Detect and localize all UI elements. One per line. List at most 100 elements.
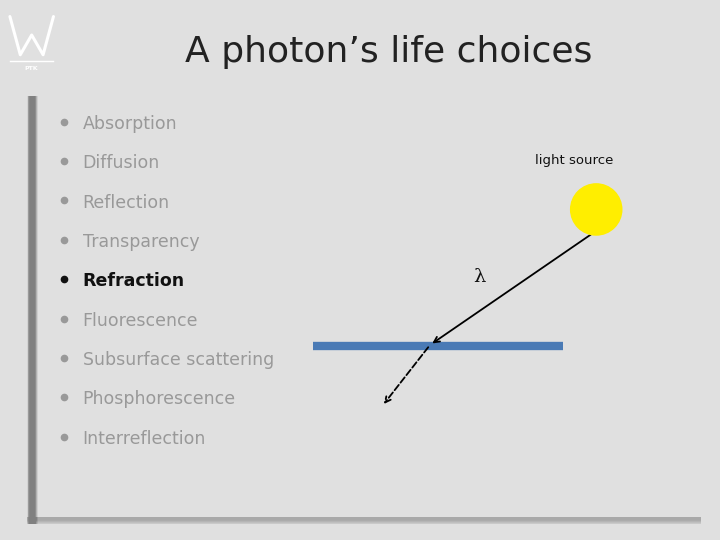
- Bar: [27, 518, 701, 521]
- Bar: [27, 518, 701, 522]
- Bar: [27, 517, 701, 521]
- Bar: [31, 96, 37, 524]
- Bar: [27, 517, 701, 521]
- Bar: [30, 96, 35, 524]
- Bar: [27, 517, 701, 521]
- Bar: [27, 520, 701, 524]
- Bar: [27, 96, 33, 524]
- Bar: [27, 519, 701, 523]
- Bar: [27, 520, 701, 524]
- Bar: [30, 96, 36, 524]
- Bar: [27, 520, 701, 524]
- Bar: [31, 96, 37, 524]
- Bar: [30, 96, 35, 524]
- Bar: [27, 520, 701, 524]
- Bar: [31, 96, 37, 524]
- Bar: [30, 96, 35, 524]
- Bar: [27, 517, 701, 521]
- Bar: [27, 518, 701, 522]
- Bar: [28, 96, 34, 524]
- Bar: [27, 518, 701, 522]
- Bar: [27, 517, 701, 521]
- Bar: [30, 96, 35, 524]
- Bar: [27, 519, 701, 523]
- Bar: [27, 518, 701, 522]
- Bar: [29, 96, 35, 524]
- Bar: [27, 519, 701, 523]
- Bar: [32, 96, 38, 524]
- Bar: [29, 96, 35, 524]
- Bar: [27, 518, 701, 522]
- Bar: [30, 96, 36, 524]
- Bar: [27, 519, 701, 523]
- Bar: [27, 520, 701, 523]
- Bar: [29, 96, 35, 524]
- Bar: [32, 96, 37, 524]
- Bar: [33, 96, 39, 524]
- Bar: [27, 517, 701, 521]
- Bar: [27, 517, 701, 521]
- Bar: [30, 96, 35, 524]
- Bar: [27, 519, 701, 523]
- Bar: [32, 96, 37, 524]
- Bar: [30, 96, 36, 524]
- Bar: [30, 96, 35, 524]
- Bar: [29, 96, 35, 524]
- Bar: [27, 519, 701, 523]
- Bar: [30, 96, 36, 524]
- Bar: [28, 96, 34, 524]
- Bar: [32, 96, 38, 524]
- Bar: [27, 518, 701, 522]
- Bar: [27, 518, 701, 521]
- Bar: [28, 96, 34, 524]
- Bar: [29, 96, 34, 524]
- Bar: [28, 96, 34, 524]
- Bar: [27, 519, 701, 523]
- Bar: [31, 96, 37, 524]
- Bar: [30, 96, 35, 524]
- Bar: [27, 518, 701, 522]
- Bar: [27, 517, 701, 521]
- Bar: [28, 96, 34, 524]
- Bar: [27, 517, 701, 521]
- Bar: [27, 519, 701, 523]
- Text: A photon’s life choices: A photon’s life choices: [185, 35, 593, 69]
- Bar: [30, 96, 36, 524]
- Bar: [27, 519, 701, 523]
- Bar: [30, 96, 36, 524]
- Text: Fluorescence: Fluorescence: [83, 312, 198, 329]
- Bar: [31, 96, 36, 524]
- Bar: [27, 517, 701, 521]
- Bar: [31, 96, 37, 524]
- Bar: [28, 96, 34, 524]
- Bar: [27, 519, 701, 523]
- Bar: [27, 519, 701, 523]
- Bar: [27, 517, 701, 521]
- Bar: [27, 517, 701, 520]
- Bar: [27, 517, 701, 521]
- Bar: [27, 517, 701, 521]
- Bar: [31, 96, 37, 524]
- Bar: [32, 96, 37, 524]
- Bar: [30, 96, 36, 524]
- Bar: [29, 96, 35, 524]
- Bar: [27, 518, 701, 522]
- Bar: [32, 96, 38, 524]
- Bar: [29, 96, 34, 524]
- Bar: [31, 96, 37, 524]
- Bar: [27, 518, 701, 522]
- Bar: [28, 96, 34, 524]
- Bar: [32, 96, 37, 524]
- Bar: [30, 96, 36, 524]
- Bar: [27, 517, 701, 521]
- Bar: [27, 520, 701, 523]
- Bar: [27, 517, 701, 521]
- Text: λ: λ: [473, 268, 485, 286]
- Bar: [27, 517, 701, 521]
- Bar: [27, 519, 701, 523]
- Bar: [32, 96, 38, 524]
- Bar: [27, 518, 701, 522]
- Text: Diffusion: Diffusion: [83, 154, 160, 172]
- Bar: [32, 96, 38, 524]
- Bar: [32, 96, 37, 524]
